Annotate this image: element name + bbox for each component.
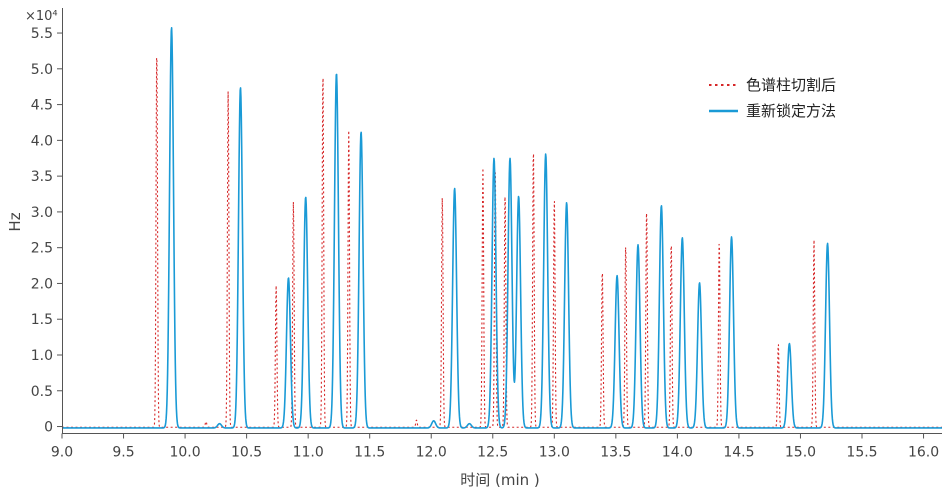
x-axis-ticks: 9.0 9.5 10.0 10.5 11.0 11.5 12.0 12.5 13.0 13.5 14… — [51, 433, 939, 461]
y-axis-multiplier: ×10⁴ — [25, 9, 58, 24]
x-tick-label: 15.0 — [785, 445, 816, 461]
series-layer — [62, 26, 942, 429]
series-line-relock — [62, 26, 942, 429]
y-axis-ticks: 0 0.5 1.0 1.5 2.0 2.5 3.0 3.5 4.0 4.5 5.0 5.5 — [31, 26, 62, 436]
x-tick-label: 10.0 — [169, 445, 200, 461]
x-tick-label: 12.5 — [477, 445, 508, 461]
y-tick-label: 3.5 — [31, 169, 53, 185]
x-tick-label: 11.0 — [293, 445, 324, 461]
x-tick-label: 9.5 — [112, 445, 134, 461]
y-tick-label: 3.0 — [31, 205, 53, 221]
x-tick-label: 13.5 — [600, 445, 631, 461]
x-tick-label: 16.0 — [908, 445, 939, 461]
legend: 色谱柱切割后 重新锁定方法 — [709, 76, 836, 120]
y-tick-label: 4.0 — [31, 133, 53, 149]
x-tick-label: 10.5 — [231, 445, 262, 461]
y-tick-label: 2.5 — [31, 241, 53, 257]
x-axis-title: 时间 (min ) — [460, 471, 540, 489]
x-tick-label: 15.5 — [846, 445, 877, 461]
y-tick-label: 1.0 — [31, 348, 53, 364]
y-tick-label: 5.5 — [31, 26, 53, 42]
y-axis-title: Hz — [6, 212, 24, 231]
legend-label-cut: 色谱柱切割后 — [746, 76, 836, 94]
y-tick-label: 1.5 — [31, 312, 53, 328]
x-tick-label: 11.5 — [354, 445, 385, 461]
y-tick-label: 0 — [44, 420, 53, 436]
x-tick-label: 14.5 — [723, 445, 754, 461]
x-tick-label: 13.0 — [539, 445, 570, 461]
y-tick-label: 2.0 — [31, 276, 53, 292]
x-tick-label: 9.0 — [51, 445, 73, 461]
y-tick-label: 0.5 — [31, 384, 53, 400]
y-tick-label: 5.0 — [31, 62, 53, 78]
x-tick-label: 12.0 — [416, 445, 447, 461]
legend-label-relock: 重新锁定方法 — [746, 102, 836, 120]
y-tick-label: 4.5 — [31, 98, 53, 114]
x-tick-label: 14.0 — [662, 445, 693, 461]
